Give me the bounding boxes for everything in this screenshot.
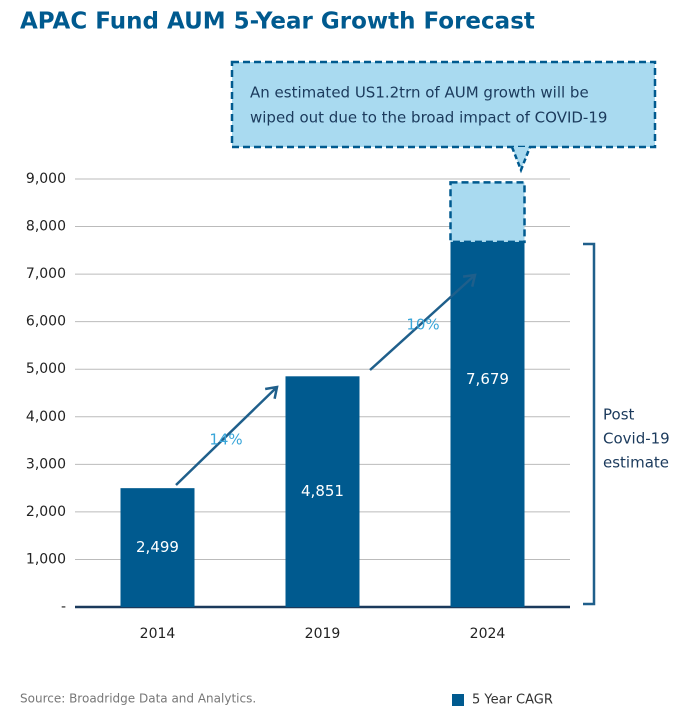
lost-segment	[449, 181, 526, 244]
legend-swatch	[452, 694, 464, 706]
value-label: 2,499	[136, 538, 179, 556]
x-tick-label: 2019	[305, 626, 341, 642]
y-tick-label: 3,000	[26, 456, 66, 472]
growth-label: 14%	[209, 431, 242, 449]
bar	[450, 241, 525, 607]
y-tick-label: 6,000	[26, 314, 66, 330]
callout-text: wiped out due to the broad impact of COV…	[250, 109, 607, 127]
growth-label: 10%	[406, 316, 439, 334]
value-label: 7,679	[466, 370, 509, 388]
source: Source: Broadridge Data and Analytics.	[20, 692, 256, 706]
y-tick-label: 1,000	[26, 551, 66, 567]
arrow-head	[462, 273, 477, 287]
value-label: 4,851	[301, 482, 344, 500]
arrow-head	[264, 385, 279, 400]
x-tick-label: 2014	[140, 626, 176, 642]
growth-arrow	[369, 274, 476, 371]
y-tick-label: 9,000	[26, 171, 66, 187]
y-tick-label: 7,000	[26, 266, 66, 282]
y-tick-label: 2,000	[26, 504, 66, 520]
y-tick-label: 8,000	[26, 219, 66, 235]
bracket-label: Post	[603, 406, 635, 424]
x-tick-label: 2024	[470, 626, 506, 642]
y-tick-label: 4,000	[26, 409, 66, 425]
y-tick-label: 5,000	[26, 361, 66, 377]
bracket-label: Covid-19	[603, 430, 670, 448]
bar	[120, 488, 195, 607]
y-tick-label: -	[61, 599, 66, 615]
legend-label: 5 Year CAGR	[472, 693, 553, 708]
bar	[285, 376, 360, 607]
growth-arrow	[175, 386, 278, 486]
bracket	[583, 242, 596, 606]
callout-box	[230, 60, 657, 149]
bracket-label: estimate	[603, 454, 669, 472]
chart-title: APAC Fund AUM 5-Year Growth Forecast	[20, 9, 535, 35]
callout-pointer	[510, 146, 532, 174]
callout-text: An estimated US1.2trn of AUM growth will…	[250, 84, 589, 102]
